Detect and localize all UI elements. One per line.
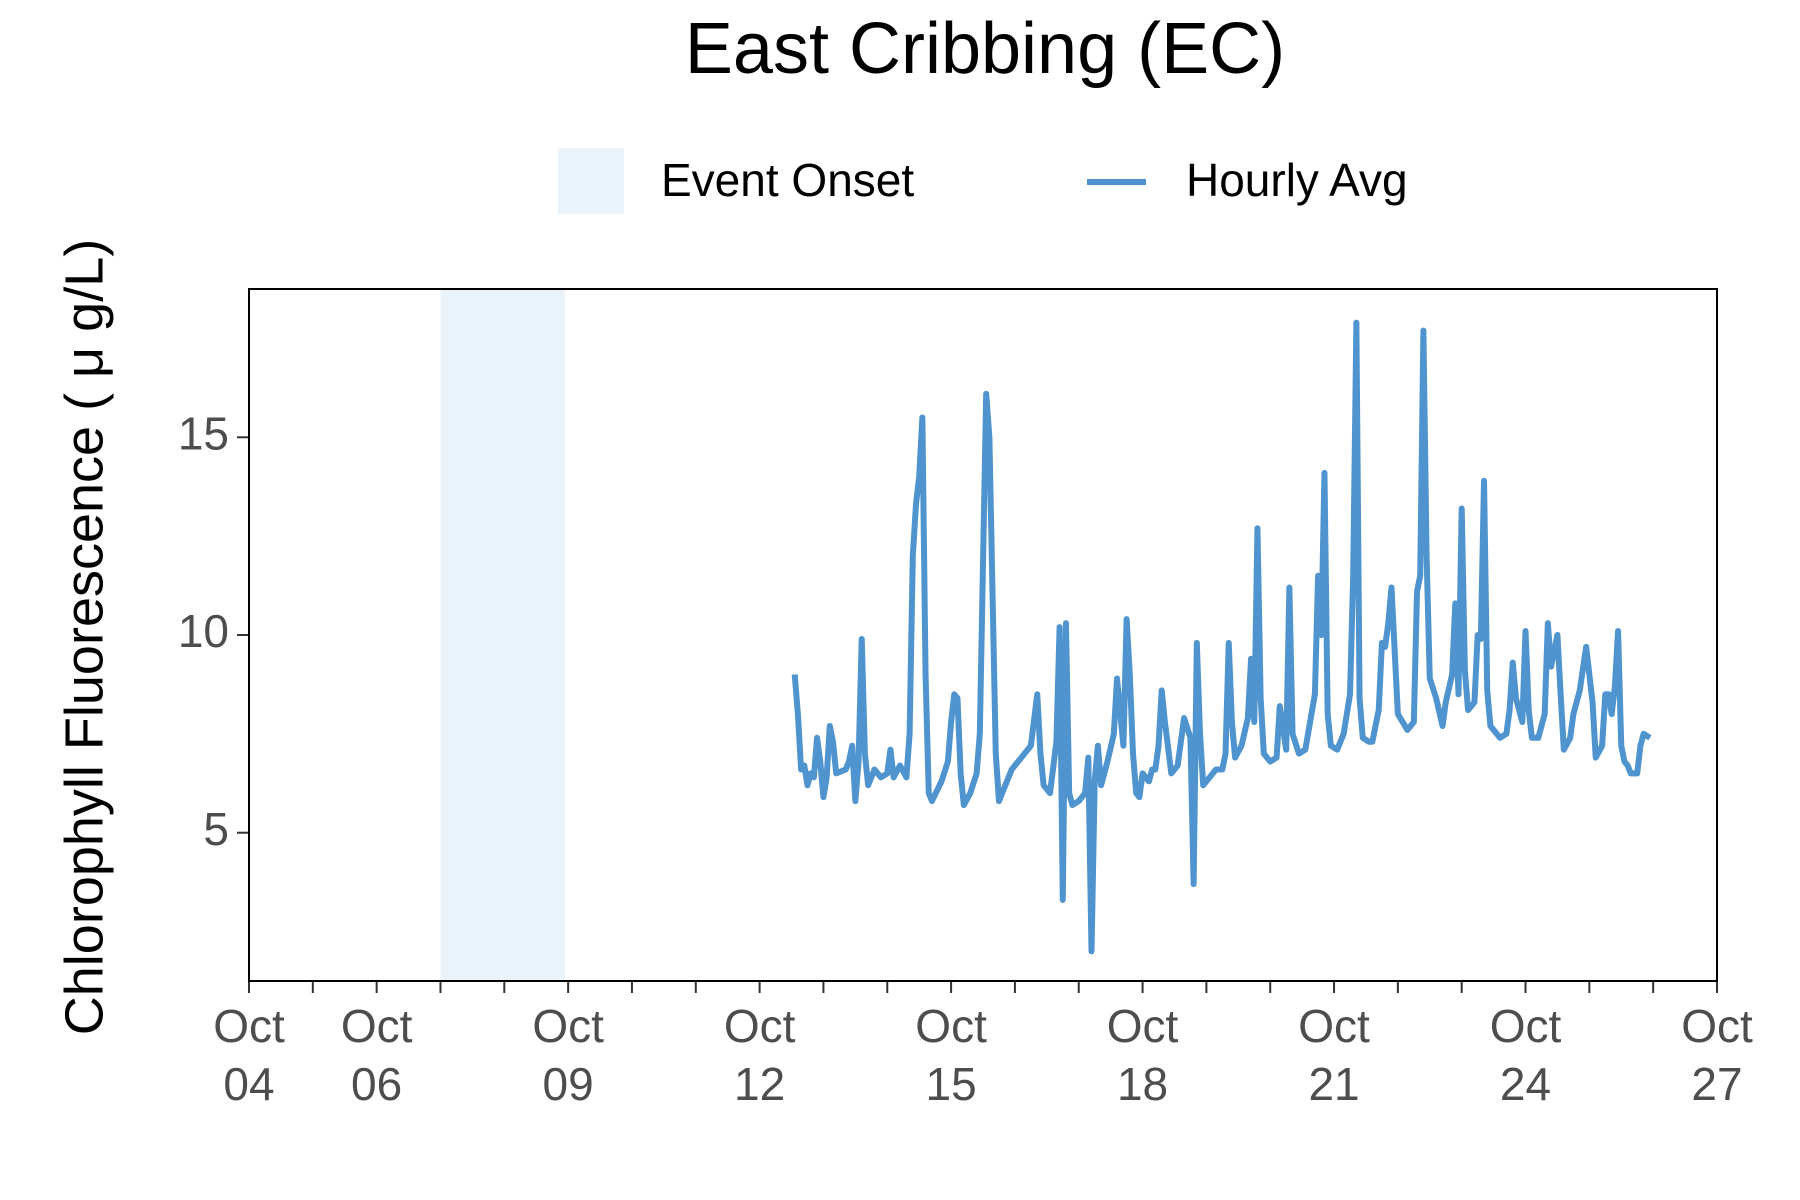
x-tick-label: Oct 09 bbox=[532, 1000, 604, 1110]
x-tick-label: Oct 04 bbox=[213, 1000, 285, 1110]
legend-swatch bbox=[558, 148, 624, 214]
y-tick-label: 15 bbox=[178, 407, 229, 459]
x-tick-label: Oct 27 bbox=[1681, 1000, 1753, 1110]
x-tick-label: Oct 18 bbox=[1106, 1000, 1179, 1110]
x-tick-label: Oct 21 bbox=[1298, 1000, 1370, 1110]
y-tick-label: 5 bbox=[203, 803, 229, 855]
y-axis-label: Chlorophyll Fluorescence ( μ g/L) bbox=[54, 239, 114, 1035]
data-line bbox=[791, 319, 1652, 955]
y-tick-label: 10 bbox=[178, 605, 229, 657]
chart-title: East Cribbing (EC) bbox=[685, 9, 1285, 89]
legend-label: Event Onset bbox=[661, 154, 914, 206]
x-tick-label: Oct 06 bbox=[340, 1000, 413, 1110]
legend-label: Hourly Avg bbox=[1186, 154, 1408, 206]
x-tick-label: Oct 12 bbox=[723, 1000, 796, 1110]
plot-frame bbox=[248, 288, 1718, 982]
event-band bbox=[440, 289, 565, 981]
x-tick-label: Oct 24 bbox=[1489, 1000, 1562, 1110]
x-tick-label: Oct 15 bbox=[915, 1000, 987, 1110]
